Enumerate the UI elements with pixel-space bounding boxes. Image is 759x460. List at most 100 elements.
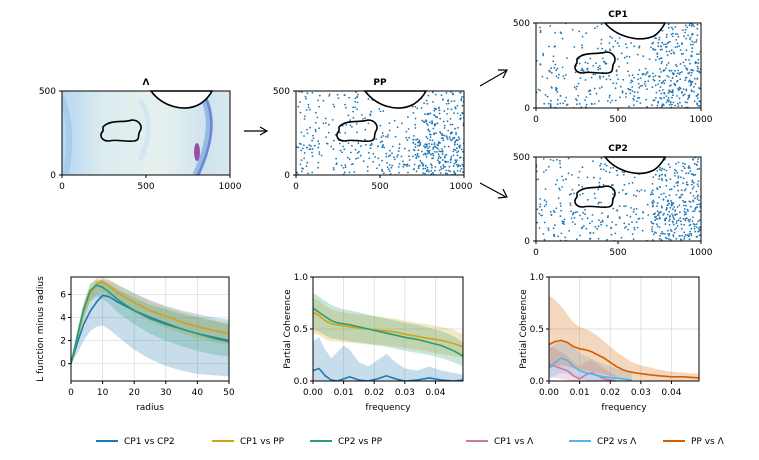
event-point xyxy=(594,27,596,30)
event-point xyxy=(689,38,691,41)
event-point xyxy=(442,167,444,170)
event-point xyxy=(652,204,655,207)
event-point xyxy=(537,88,540,91)
event-point xyxy=(664,233,666,235)
event-point xyxy=(376,167,378,170)
event-point xyxy=(422,172,424,175)
event-point xyxy=(631,221,633,224)
event-point xyxy=(644,85,647,87)
event-point xyxy=(672,208,674,211)
event-point xyxy=(683,189,686,192)
event-point xyxy=(411,105,414,108)
event-point xyxy=(589,57,592,60)
event-point xyxy=(577,184,580,186)
event-point xyxy=(552,159,555,162)
event-point xyxy=(600,23,603,26)
event-point xyxy=(456,154,459,157)
event-point xyxy=(389,154,392,157)
event-point xyxy=(431,153,434,155)
event-point xyxy=(576,238,578,241)
event-point xyxy=(622,78,625,81)
event-point xyxy=(616,174,619,177)
event-point xyxy=(692,174,695,177)
inner-region xyxy=(100,119,142,143)
event-point xyxy=(578,170,581,173)
y-tick-label: 500 xyxy=(513,19,530,29)
event-point xyxy=(311,148,314,150)
series-lines xyxy=(71,280,229,364)
event-point xyxy=(397,166,400,168)
event-point xyxy=(421,162,424,165)
event-point xyxy=(366,166,369,168)
event-point xyxy=(677,105,680,108)
event-point xyxy=(683,213,686,216)
event-point xyxy=(678,235,681,237)
event-point xyxy=(354,148,357,151)
event-point xyxy=(657,83,659,85)
event-point xyxy=(382,110,385,112)
y-tick-label: 0 xyxy=(50,171,56,181)
event-point xyxy=(427,113,430,115)
event-point xyxy=(460,98,463,100)
event-point xyxy=(562,75,565,77)
y-tick-label: 0 xyxy=(524,237,530,247)
event-point xyxy=(445,135,447,137)
event-point xyxy=(550,67,552,70)
event-point xyxy=(456,104,459,107)
event-point xyxy=(446,136,449,139)
event-point xyxy=(697,185,700,188)
event-point xyxy=(307,103,310,106)
event-point xyxy=(555,87,558,90)
event-point xyxy=(648,58,651,61)
event-point xyxy=(694,61,697,63)
legend-item: CP1 vs CP2 xyxy=(96,437,175,447)
event-point xyxy=(601,219,604,222)
event-point xyxy=(600,223,603,226)
event-point xyxy=(688,24,691,27)
event-point xyxy=(424,152,426,155)
event-point xyxy=(455,133,457,136)
event-point xyxy=(618,37,621,39)
event-point xyxy=(426,166,429,169)
y-axis-label: Partial Coherence xyxy=(283,289,293,369)
event-point xyxy=(636,189,639,192)
event-point xyxy=(314,130,317,133)
event-point xyxy=(656,218,659,220)
event-point xyxy=(671,203,674,206)
event-point xyxy=(561,186,563,188)
event-point xyxy=(628,74,631,77)
event-point xyxy=(571,221,574,224)
event-point xyxy=(592,232,595,234)
event-point xyxy=(638,217,641,220)
boundary-cap xyxy=(363,90,428,109)
y-tick-label: 2 xyxy=(60,337,66,347)
event-point xyxy=(612,184,614,186)
event-point xyxy=(690,25,693,27)
event-point xyxy=(389,149,391,152)
event-point xyxy=(597,66,599,69)
event-point xyxy=(546,77,549,80)
event-point xyxy=(683,237,686,240)
event-point xyxy=(638,86,640,89)
event-point xyxy=(614,87,617,90)
event-point xyxy=(574,211,577,214)
event-point xyxy=(680,189,683,192)
event-point xyxy=(551,87,553,89)
event-point xyxy=(458,146,461,149)
event-point xyxy=(402,165,405,168)
event-point xyxy=(691,183,693,186)
event-point xyxy=(426,152,429,155)
event-point xyxy=(542,158,545,160)
event-point xyxy=(611,221,614,223)
event-point xyxy=(667,26,670,29)
event-point xyxy=(691,47,694,50)
event-point xyxy=(581,218,584,220)
event-point xyxy=(660,169,663,172)
event-point xyxy=(327,131,330,134)
legend-item: PP vs Λ xyxy=(663,437,725,447)
arrow-up-right-icon xyxy=(479,69,508,87)
event-point xyxy=(345,124,348,126)
confidence-bands xyxy=(71,277,229,377)
legend-item: CP1 vs Λ xyxy=(466,437,534,447)
event-point xyxy=(328,123,330,126)
